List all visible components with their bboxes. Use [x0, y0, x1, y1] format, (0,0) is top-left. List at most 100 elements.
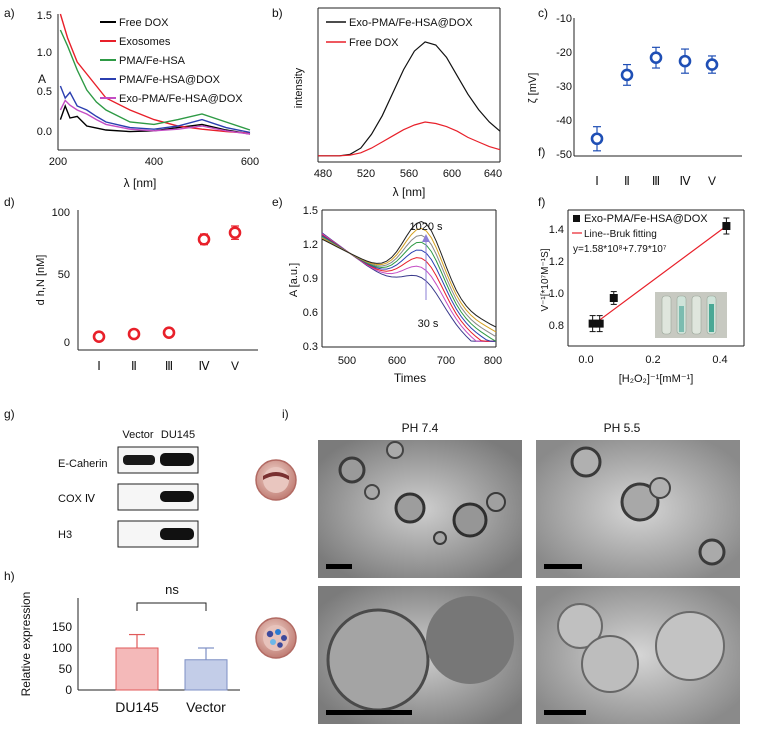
panel-c-xtick: Ⅰ [595, 174, 599, 188]
panel-e-xlabel: Times [394, 371, 426, 385]
panel-e-xtick: 600 [388, 355, 406, 367]
bar [115, 647, 159, 691]
panel-h-letter: h) [4, 569, 15, 583]
panel-f-letter: f) [538, 195, 545, 209]
panel-f-ytick: 1.0 [549, 288, 564, 300]
scale-bar [544, 710, 586, 715]
blot-band [160, 491, 194, 502]
tem-image-ph55-top [536, 440, 740, 578]
panel-h-ytick: 50 [59, 662, 73, 676]
panel-c-stray-letter: f) [538, 145, 545, 159]
legend-entry: PMA/Fe-HSA@DOX [119, 74, 221, 86]
data-point [228, 226, 242, 239]
panel-d-xtick: Ⅱ [131, 359, 137, 373]
blot-band [160, 453, 194, 466]
significance-label: ns [165, 582, 179, 597]
panel-e-xtick: 500 [338, 355, 356, 367]
panel-e-letter: e) [272, 195, 283, 209]
tem-particle [570, 446, 602, 478]
panel-d-ytick: 100 [52, 207, 70, 219]
panel-d-xtick: Ⅲ [165, 359, 173, 373]
panel-c-ytick: -30 [556, 81, 572, 93]
panel-f-ytick: 0.8 [549, 320, 564, 332]
panel-h-xtick: Vector [186, 699, 226, 715]
panel-f-xtick: 0.4 [712, 354, 727, 366]
tem-particle [649, 477, 671, 499]
panel-d-xtick: V [231, 359, 239, 373]
tem-image-ph74-top [318, 440, 522, 578]
data-point [162, 326, 176, 339]
tem-column-label: PH 7.4 [402, 421, 439, 435]
panel-h-ytick: 100 [52, 641, 72, 655]
panel-a-xtick: 600 [241, 156, 259, 168]
vials-photo [655, 292, 727, 338]
vesicle-core [263, 467, 289, 493]
scale-bar [326, 564, 352, 569]
panel-d-xtick: Ⅳ [198, 359, 209, 373]
panel-e-annotation-bottom: 30 s [418, 318, 439, 330]
panel-f-xtick: 0.0 [578, 354, 593, 366]
tem-particle [620, 482, 660, 522]
data-point [590, 132, 604, 146]
panel-i-letter: i) [282, 407, 289, 421]
series-line [321, 234, 497, 338]
blot-row-label: E-Caherin [58, 458, 108, 470]
panel-b-xtick: 600 [443, 168, 461, 180]
nanoparticle [266, 630, 274, 638]
nanoparticle [270, 639, 276, 645]
panel-a-letter: a) [4, 6, 15, 20]
data-point [609, 294, 618, 302]
panel-a-ytick: 1.5 [37, 10, 52, 22]
scale-bar [544, 564, 582, 569]
panel-f: f) V⁻¹[*10⁷M⁻¹S] [H₂O₂]⁻¹[mM⁻¹] 0.8 1.0 … [538, 195, 745, 385]
panel-e-xtick: 700 [437, 355, 455, 367]
blot-column-label: DU145 [161, 429, 195, 441]
series-line [59, 104, 251, 135]
series-line [321, 233, 496, 342]
series-line [321, 220, 497, 328]
panel-c-xtick: Ⅱ [624, 174, 630, 188]
panel-f-plot [588, 217, 731, 333]
panel-h-ytick: 150 [52, 620, 72, 634]
tem-particle [386, 441, 404, 459]
nanoparticle [277, 642, 283, 648]
tem-particle [326, 608, 430, 712]
legend-entry: Exo-PMA/Fe-HSA@DOX [119, 93, 243, 105]
panel-h-plot [115, 633, 228, 691]
legend-entry: Exo-PMA/Fe-HSA@DOX [584, 213, 708, 225]
series-line [59, 29, 251, 131]
panel-b-xtick: 560 [400, 168, 418, 180]
data-point [722, 222, 731, 230]
panel-h-xtick: DU145 [115, 699, 159, 715]
vial-liquid [709, 304, 714, 332]
blot-column-label: Vector [122, 429, 154, 441]
panel-a-ytick: 1.0 [37, 47, 52, 59]
panel-b-ylabel: intensity [293, 67, 305, 108]
panel-c: c) ζ [mV] -10 -20 -30 -40 -50 Ⅰ Ⅱ Ⅲ Ⅳ V … [527, 6, 742, 188]
data-point [678, 54, 692, 68]
tem-particle [655, 611, 725, 681]
tem-aggregate [426, 596, 514, 684]
panel-b-xtick: 520 [357, 168, 375, 180]
panel-d-ytick: 0 [64, 337, 70, 349]
panel-c-ylabel: ζ [mV] [527, 73, 539, 104]
panel-e-annotation-top: 1020 s [409, 221, 443, 233]
panel-e-ytick: 0.9 [303, 273, 318, 285]
blot-row-label: COX Ⅳ [58, 493, 96, 505]
tem-particle [486, 492, 506, 512]
tem-particle [338, 456, 366, 484]
panel-f-xlabel: [H₂O₂]⁻¹[mM⁻¹] [619, 373, 694, 385]
panel-d: d) d h,N [nM] 0 50 100 Ⅰ Ⅱ Ⅲ Ⅳ V [4, 195, 258, 373]
blot-row-label: H3 [58, 529, 72, 541]
series-line [321, 227, 497, 333]
vial [691, 295, 702, 335]
vial-liquid [679, 306, 684, 332]
legend-entry: Free DOX [349, 37, 399, 49]
fit-line [592, 225, 727, 326]
tem-particle [557, 603, 603, 649]
data-point [705, 58, 719, 71]
data-point [92, 330, 106, 343]
vial [661, 295, 672, 335]
tem-image-ph74-bottom [318, 586, 522, 724]
panel-c-ytick: -20 [556, 47, 572, 59]
